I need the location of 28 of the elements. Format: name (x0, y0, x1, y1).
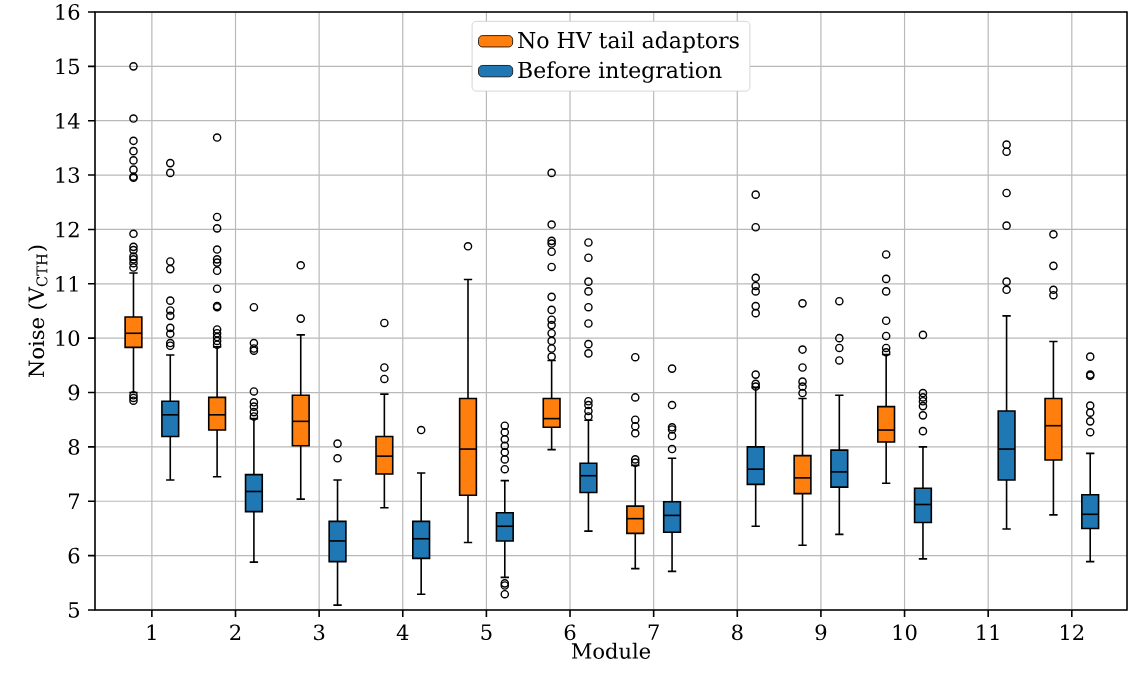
y-axis-title: Noise (V$_{CTH}$) (27, 245, 48, 377)
legend-label: No HV tail adaptors (518, 31, 739, 53)
x-tick-label: 1 (147, 624, 156, 640)
x-tick-label: 9 (815, 624, 827, 641)
y-tick-label: 15 (56, 58, 79, 75)
x-tick-label: 7 (648, 624, 659, 640)
x-tick-label: 12 (1061, 624, 1084, 640)
y-tick-label: 14 (56, 112, 80, 129)
x-tick-label: 5 (481, 624, 492, 640)
y-tick-label: 5 (69, 602, 79, 618)
x-tick-label: 4 (396, 624, 409, 640)
x-axis-title: Module (571, 642, 651, 659)
y-tick-label: 9 (68, 384, 80, 401)
y-tick-label: 10 (56, 330, 80, 347)
x-tick-label: 10 (893, 624, 917, 641)
x-tick-label: 6 (564, 624, 576, 641)
y-tick-label: 16 (56, 4, 80, 20)
x-tick-label: 11 (977, 624, 999, 640)
y-tick-label: 7 (69, 493, 80, 509)
x-tick-label: 3 (314, 624, 325, 641)
y-tick-label: 13 (56, 167, 80, 183)
y-tick-label: 6 (68, 547, 80, 564)
y-tick-label: 11 (56, 276, 78, 292)
y-tick-label: 8 (68, 438, 80, 455)
y-tick-label: 12 (56, 221, 79, 238)
x-tick-label: 8 (732, 624, 743, 641)
x-tick-label: 2 (230, 624, 241, 640)
legend-label: Before integration (518, 61, 722, 83)
